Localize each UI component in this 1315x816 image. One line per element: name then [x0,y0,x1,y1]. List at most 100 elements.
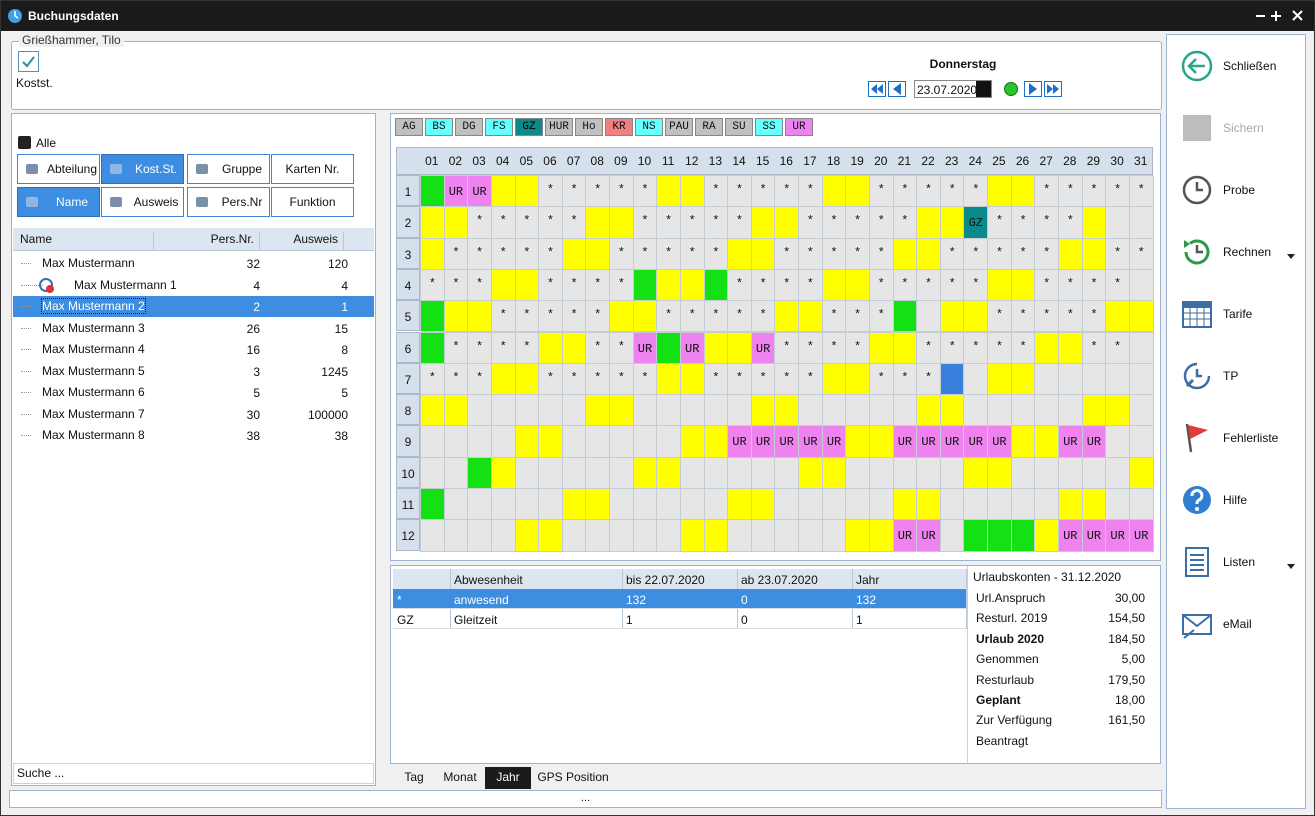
sidebar-button[interactable]: Rechnen [1173,235,1301,271]
day-cell[interactable]: * [1010,237,1036,270]
day-cell[interactable] [514,519,540,552]
day-cell[interactable]: * [821,237,847,270]
day-cell[interactable] [750,394,776,427]
day-cell[interactable] [585,425,611,458]
day-cell[interactable] [1058,456,1083,489]
day-cell[interactable] [892,300,918,333]
day-cell[interactable] [538,519,563,552]
day-cell[interactable] [798,300,823,333]
day-cell[interactable] [1081,488,1107,521]
day-cell[interactable] [963,488,989,521]
day-cell[interactable] [868,456,894,489]
day-cell[interactable]: * [1081,331,1107,364]
day-cell[interactable]: UR [963,425,989,458]
day-cell[interactable] [656,425,681,458]
employee-row[interactable]: Max Mustermann 1 4 4 [13,275,374,296]
day-cell[interactable] [561,519,587,552]
day-cell[interactable] [868,425,894,458]
day-cell[interactable]: * [727,206,752,239]
day-cell[interactable] [420,237,445,270]
day-cell[interactable] [609,488,634,521]
day-cell[interactable]: * [774,362,800,396]
sidebar-button[interactable]: Probe [1173,173,1301,209]
day-cell[interactable] [727,519,752,552]
day-cell[interactable] [1010,456,1036,489]
day-cell[interactable]: * [585,362,611,396]
day-cell[interactable] [538,456,563,489]
day-cell[interactable] [490,268,516,302]
day-cell[interactable]: * [585,268,611,302]
day-cell[interactable] [490,425,516,458]
day-cell[interactable] [939,300,965,333]
day-cell[interactable]: * [679,206,705,239]
day-cell[interactable] [703,456,729,489]
day-cell[interactable]: * [1081,300,1107,333]
day-cell[interactable]: * [514,300,540,333]
day-cell[interactable] [443,488,469,521]
day-cell[interactable] [656,268,681,302]
day-cell[interactable] [1081,206,1107,239]
day-cell[interactable] [679,519,705,552]
day-cell[interactable] [845,425,870,458]
day-cell[interactable]: * [963,175,989,208]
day-cell[interactable]: * [561,300,587,333]
day-cell[interactable] [1058,237,1083,270]
day-cell[interactable] [443,300,469,333]
day-cell[interactable] [1128,268,1154,302]
day-cell[interactable] [1128,206,1154,239]
day-cell[interactable]: * [632,362,658,396]
day-cell[interactable] [1105,488,1130,521]
day-cell[interactable] [750,519,776,552]
day-cell[interactable] [1105,394,1130,427]
day-cell[interactable]: * [916,268,941,302]
day-cell[interactable] [609,456,634,489]
day-cell[interactable] [420,175,445,208]
day-cell[interactable] [1010,519,1036,552]
day-cell[interactable] [490,394,516,427]
sidebar-button[interactable]: Listen [1173,545,1301,581]
day-cell[interactable]: UR [467,175,492,208]
day-cell[interactable]: * [987,206,1012,239]
day-cell[interactable]: * [490,206,516,239]
day-cell[interactable]: * [1034,175,1059,208]
day-cell[interactable]: * [703,300,729,333]
day-cell[interactable] [656,362,681,396]
sidebar-button[interactable]: Fehlerliste [1173,421,1301,457]
day-cell[interactable] [679,394,705,427]
day-cell[interactable] [632,394,658,427]
day-cell[interactable]: * [561,206,587,239]
day-cell[interactable]: UR [1058,425,1083,458]
day-cell[interactable] [963,300,989,333]
employee-row[interactable]: Max Mustermann 5 3 1245 [13,361,374,382]
day-cell[interactable] [798,456,823,489]
sidebar-button[interactable]: TP [1173,359,1301,395]
day-cell[interactable] [892,394,918,427]
day-cell[interactable] [585,456,611,489]
day-cell[interactable]: * [868,237,894,270]
day-cell[interactable]: * [490,237,516,270]
day-cell[interactable]: * [821,206,847,239]
day-cell[interactable] [1010,488,1036,521]
day-cell[interactable]: * [798,331,823,364]
day-cell[interactable] [774,488,800,521]
day-cell[interactable]: * [490,300,516,333]
day-cell[interactable]: * [561,362,587,396]
day-cell[interactable]: * [750,362,776,396]
day-cell[interactable]: * [420,268,445,302]
day-cell[interactable] [561,425,587,458]
day-cell[interactable] [679,456,705,489]
day-cell[interactable] [656,519,681,552]
day-cell[interactable] [538,394,563,427]
day-cell[interactable] [538,331,563,364]
day-cell[interactable] [939,456,965,489]
day-cell[interactable]: UR [939,425,965,458]
day-cell[interactable] [656,456,681,489]
day-cell[interactable]: * [703,362,729,396]
employee-row[interactable]: Max Mustermann 7 30 100000 [13,404,374,425]
day-cell[interactable]: * [963,331,989,364]
day-cell[interactable]: UR [821,425,847,458]
day-cell[interactable] [1010,268,1036,302]
day-cell[interactable]: * [1010,206,1036,239]
day-cell[interactable]: UR [750,331,776,364]
day-cell[interactable] [987,519,1012,552]
